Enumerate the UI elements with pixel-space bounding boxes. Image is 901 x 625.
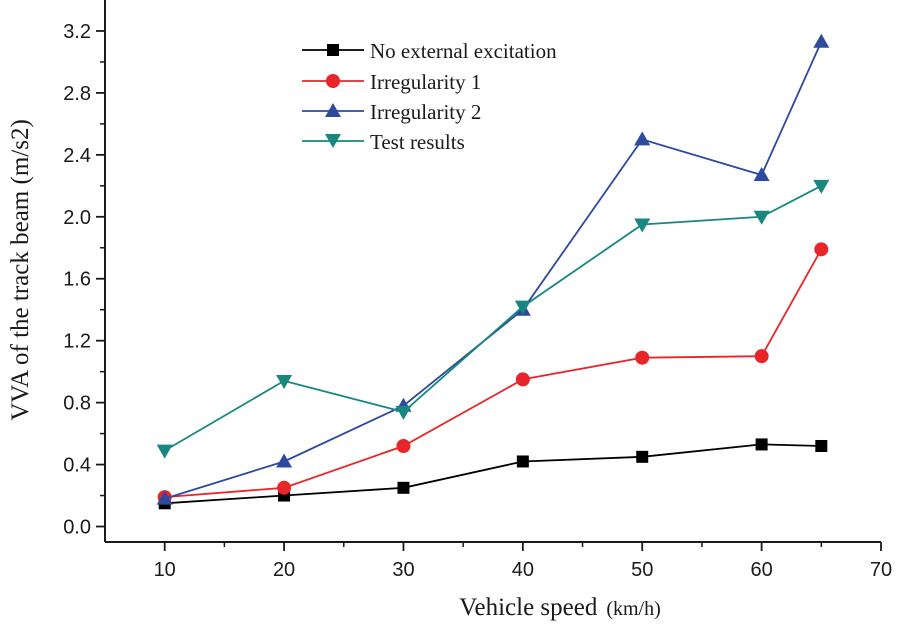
- x-axis-title: Vehicle speed (km/h): [459, 594, 661, 621]
- legend-marker-triangle-up: [325, 103, 341, 117]
- x-tick-label: 30: [392, 559, 414, 581]
- legend-item-irregularity-2: Irregularity 2: [302, 100, 481, 124]
- data-point: [276, 374, 293, 389]
- y-tick-label: 0.8: [63, 393, 91, 415]
- data-point: [753, 210, 770, 225]
- legend-marker-triangle-down: [325, 134, 341, 148]
- tick-labels-group: 0.0 0.4 0.8 1.2 1.6 2.0 2.4 2.8 3.2 10 20 30 40 50 60 7…: [63, 21, 892, 581]
- x-tick-label: 70: [870, 559, 892, 581]
- legend-label-3: Test results: [370, 130, 465, 154]
- y-axis-title: VVA of the track beam (m/s2): [7, 119, 34, 421]
- series-group: [156, 33, 830, 510]
- axes-group: [104, 0, 881, 543]
- data-point: [813, 179, 830, 194]
- x-tick-label: 10: [154, 559, 176, 581]
- data-point: [815, 439, 828, 452]
- series-line: [164, 443, 822, 505]
- x-axis-title-main: Vehicle speed: [459, 594, 598, 621]
- ticks-group: [96, 30, 882, 551]
- data-point: [396, 438, 411, 453]
- data-point: [397, 481, 410, 494]
- data-point: [754, 349, 769, 364]
- series-line: [164, 41, 823, 500]
- data-point: [753, 166, 770, 181]
- data-point: [755, 438, 768, 451]
- data-point: [156, 490, 173, 505]
- x-tick-label: 50: [631, 559, 653, 581]
- y-tick-label: 2.0: [63, 207, 91, 229]
- legend-label-0: No external excitation: [370, 39, 557, 63]
- series-1: [157, 242, 829, 505]
- data-point: [395, 405, 412, 420]
- series-3: [156, 179, 830, 459]
- y-tick-label: 0.4: [63, 455, 91, 477]
- y-tick-label: 3.2: [63, 21, 91, 43]
- y-tick-label: 2.8: [63, 83, 91, 105]
- data-point: [814, 242, 829, 257]
- legend-item-test-results: Test results: [302, 130, 465, 154]
- data-point: [635, 350, 650, 365]
- x-tick-label: 40: [512, 559, 534, 581]
- data-point: [276, 453, 293, 468]
- data-point: [514, 300, 531, 315]
- legend: No external excitation Irregularity 1 Ir…: [302, 39, 557, 154]
- series-line: [164, 248, 823, 498]
- y-tick-label: 0.0: [63, 517, 91, 539]
- x-axis-title-unit: (km/h): [606, 598, 660, 620]
- legend-label-2: Irregularity 2: [370, 100, 481, 124]
- y-tick-label: 2.4: [63, 145, 91, 167]
- data-point: [515, 372, 530, 387]
- data-point: [634, 218, 651, 233]
- data-point: [277, 480, 292, 495]
- x-tick-label: 20: [273, 559, 295, 581]
- legend-item-no-external-excitation: No external excitation: [302, 39, 557, 63]
- legend-marker-square: [327, 44, 339, 56]
- legend-marker-circle: [326, 74, 340, 88]
- series-2: [156, 33, 830, 505]
- series-line: [164, 185, 822, 452]
- data-point: [636, 450, 649, 463]
- legend-label-1: Irregularity 1: [370, 70, 481, 94]
- series-0: [158, 438, 828, 510]
- legend-item-irregularity-1: Irregularity 1: [302, 70, 481, 94]
- data-point: [813, 33, 830, 48]
- data-point: [156, 444, 173, 459]
- y-tick-label: 1.6: [63, 269, 91, 291]
- data-point: [634, 131, 651, 146]
- data-point: [516, 455, 529, 468]
- y-tick-label: 1.2: [63, 331, 91, 353]
- x-tick-label: 60: [750, 559, 772, 581]
